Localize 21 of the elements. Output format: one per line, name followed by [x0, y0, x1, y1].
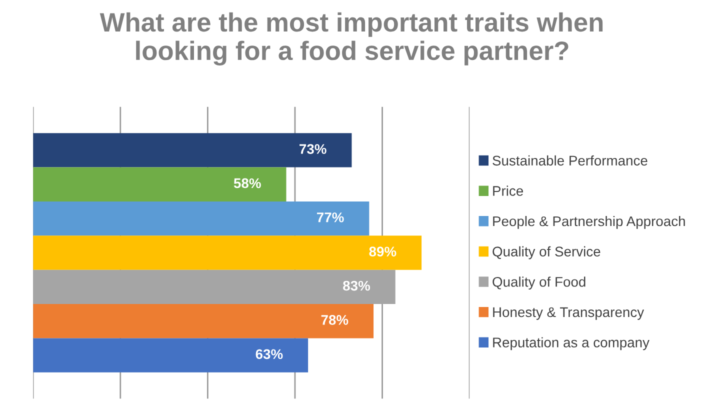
bar [33, 201, 370, 236]
data-label: 83% [343, 280, 370, 291]
data-label: 63% [256, 349, 283, 360]
legend-label: Quality of Food [492, 276, 586, 290]
data-label: 73% [300, 144, 326, 154]
data-label: 77% [316, 212, 344, 222]
chart-title: What are the most important traits when looking for a food service partner? [100, 12, 603, 66]
legend-label: Quality of Service [492, 246, 600, 260]
data-label: 58% [234, 178, 261, 188]
legend-label: Honesty & Transparency [493, 307, 644, 320]
bar [33, 236, 422, 270]
bar [33, 167, 286, 202]
bar [33, 304, 374, 338]
bar [33, 133, 352, 168]
legend-label: Price [493, 186, 524, 196]
legend-label: People & Partnership Approach [493, 216, 685, 229]
legend-label: Sustainable Performance [492, 155, 648, 166]
legend-label: Reputation as a company [493, 337, 650, 350]
bar [33, 338, 308, 372]
data-label: 78% [321, 315, 348, 325]
data-label: 89% [369, 246, 396, 256]
